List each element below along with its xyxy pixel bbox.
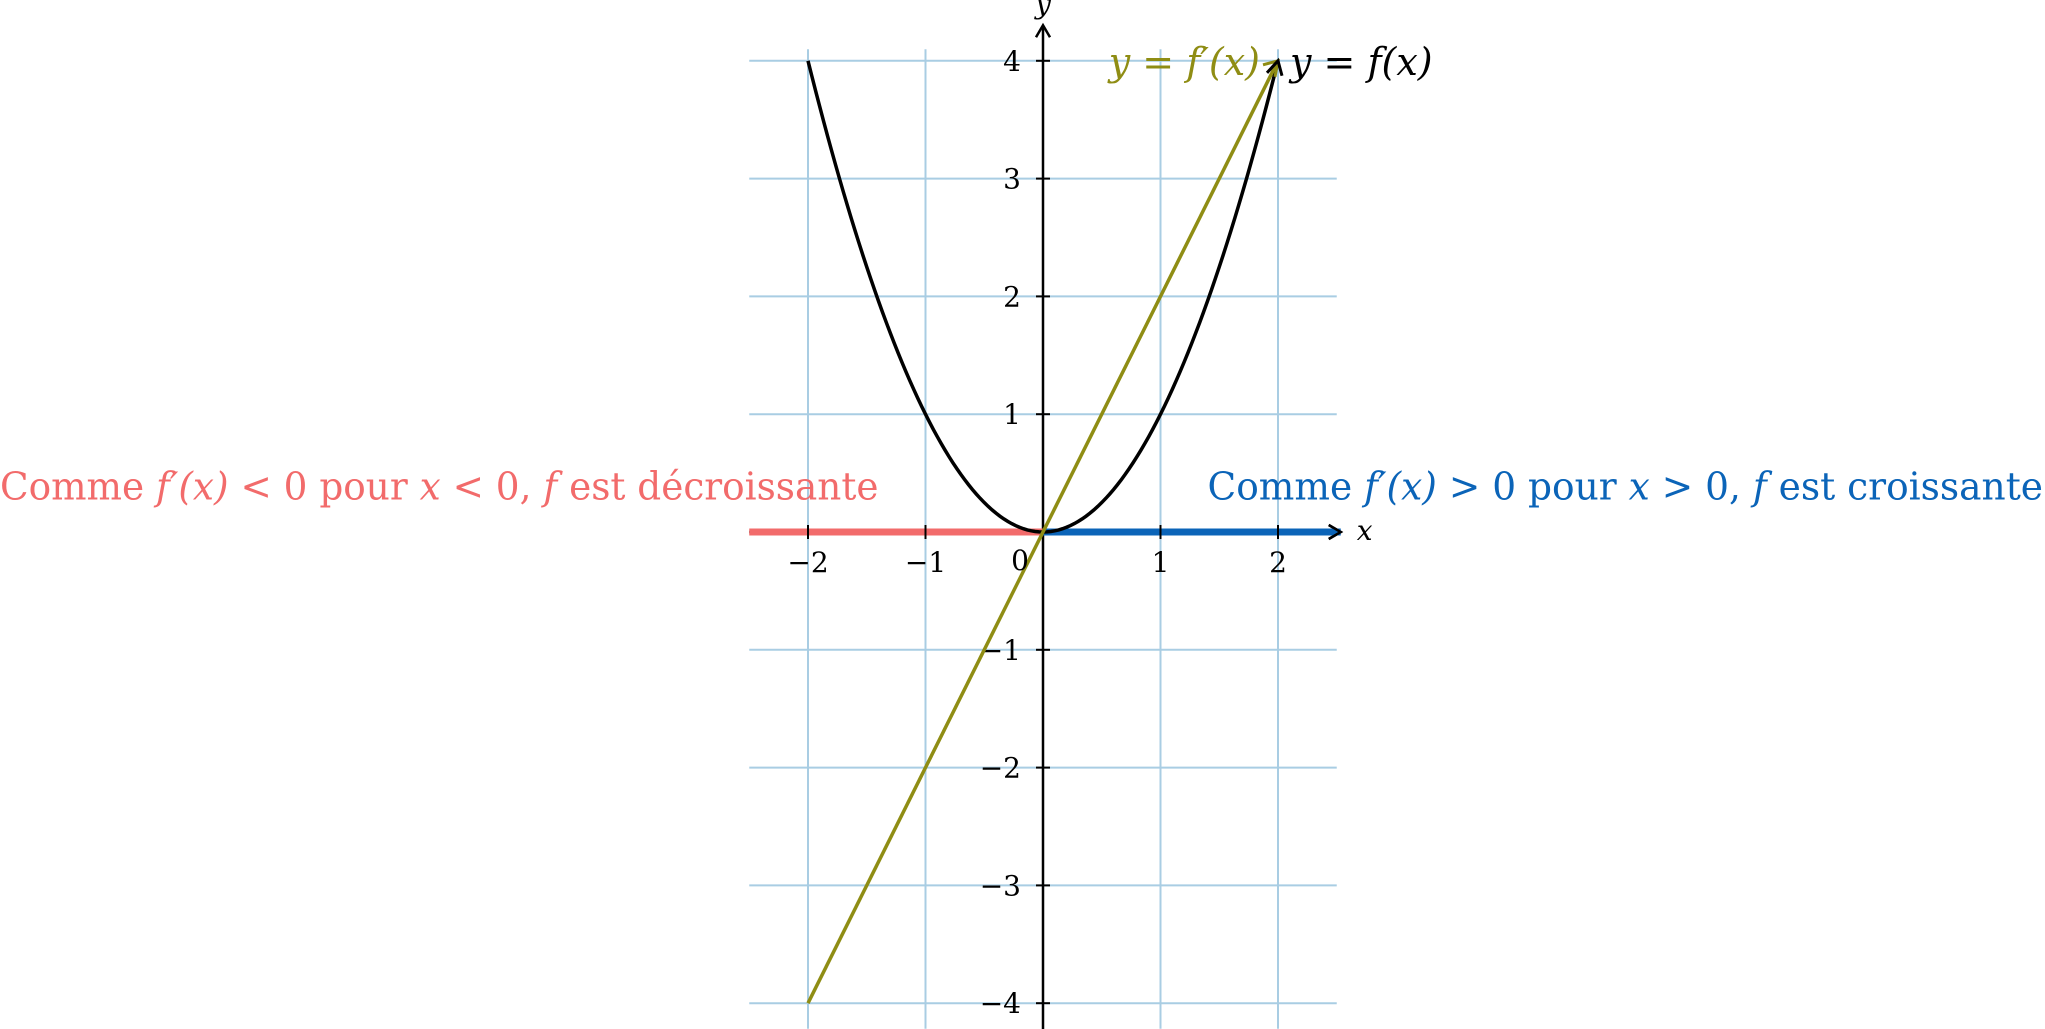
y-tick-label: −1 <box>980 634 1021 667</box>
y-axis-arrow-icon <box>1034 22 1052 38</box>
x-axis-arrow-icon <box>1328 523 1344 541</box>
y-tick-label: −3 <box>980 869 1021 902</box>
x-tick-label: 1 <box>1152 546 1170 579</box>
x-tick-label: −2 <box>787 546 828 579</box>
annotation-right: Comme f′(x) > 0 pour x > 0, f est croiss… <box>1208 465 2043 509</box>
f-curve-arrow-icon <box>1265 57 1284 77</box>
f-series-label: y = f(x) <box>1288 40 1433 84</box>
y-tick-label: 4 <box>1003 45 1021 78</box>
y-tick-label: −4 <box>980 987 1021 1020</box>
y-tick-label: 3 <box>1003 163 1021 196</box>
y-tick-label: 1 <box>1003 398 1021 431</box>
annotations: Comme f′(x) < 0 pour x < 0, f est décroi… <box>0 465 2043 509</box>
origin-label: 0 <box>1011 544 1029 577</box>
x-tick-label: 2 <box>1269 546 1287 579</box>
x-axis-label: x <box>1357 514 1373 547</box>
f-prime-series-label: y = f′(x) <box>1107 40 1260 84</box>
axis-ticks: −2 −1 1 2 −4 −3 −2 −1 1 2 3 4 <box>787 45 1287 1020</box>
series-lines: y = f′(x) y = f(x) <box>806 40 1433 1004</box>
y-tick-label: 2 <box>1003 280 1021 313</box>
y-tick-label: −2 <box>980 752 1021 785</box>
f-prime-line <box>806 60 1280 1004</box>
y-axis-label: y <box>1033 0 1052 20</box>
annotation-left: Comme f′(x) < 0 pour x < 0, f est décroi… <box>0 465 879 509</box>
x-tick-label: −1 <box>905 546 946 579</box>
